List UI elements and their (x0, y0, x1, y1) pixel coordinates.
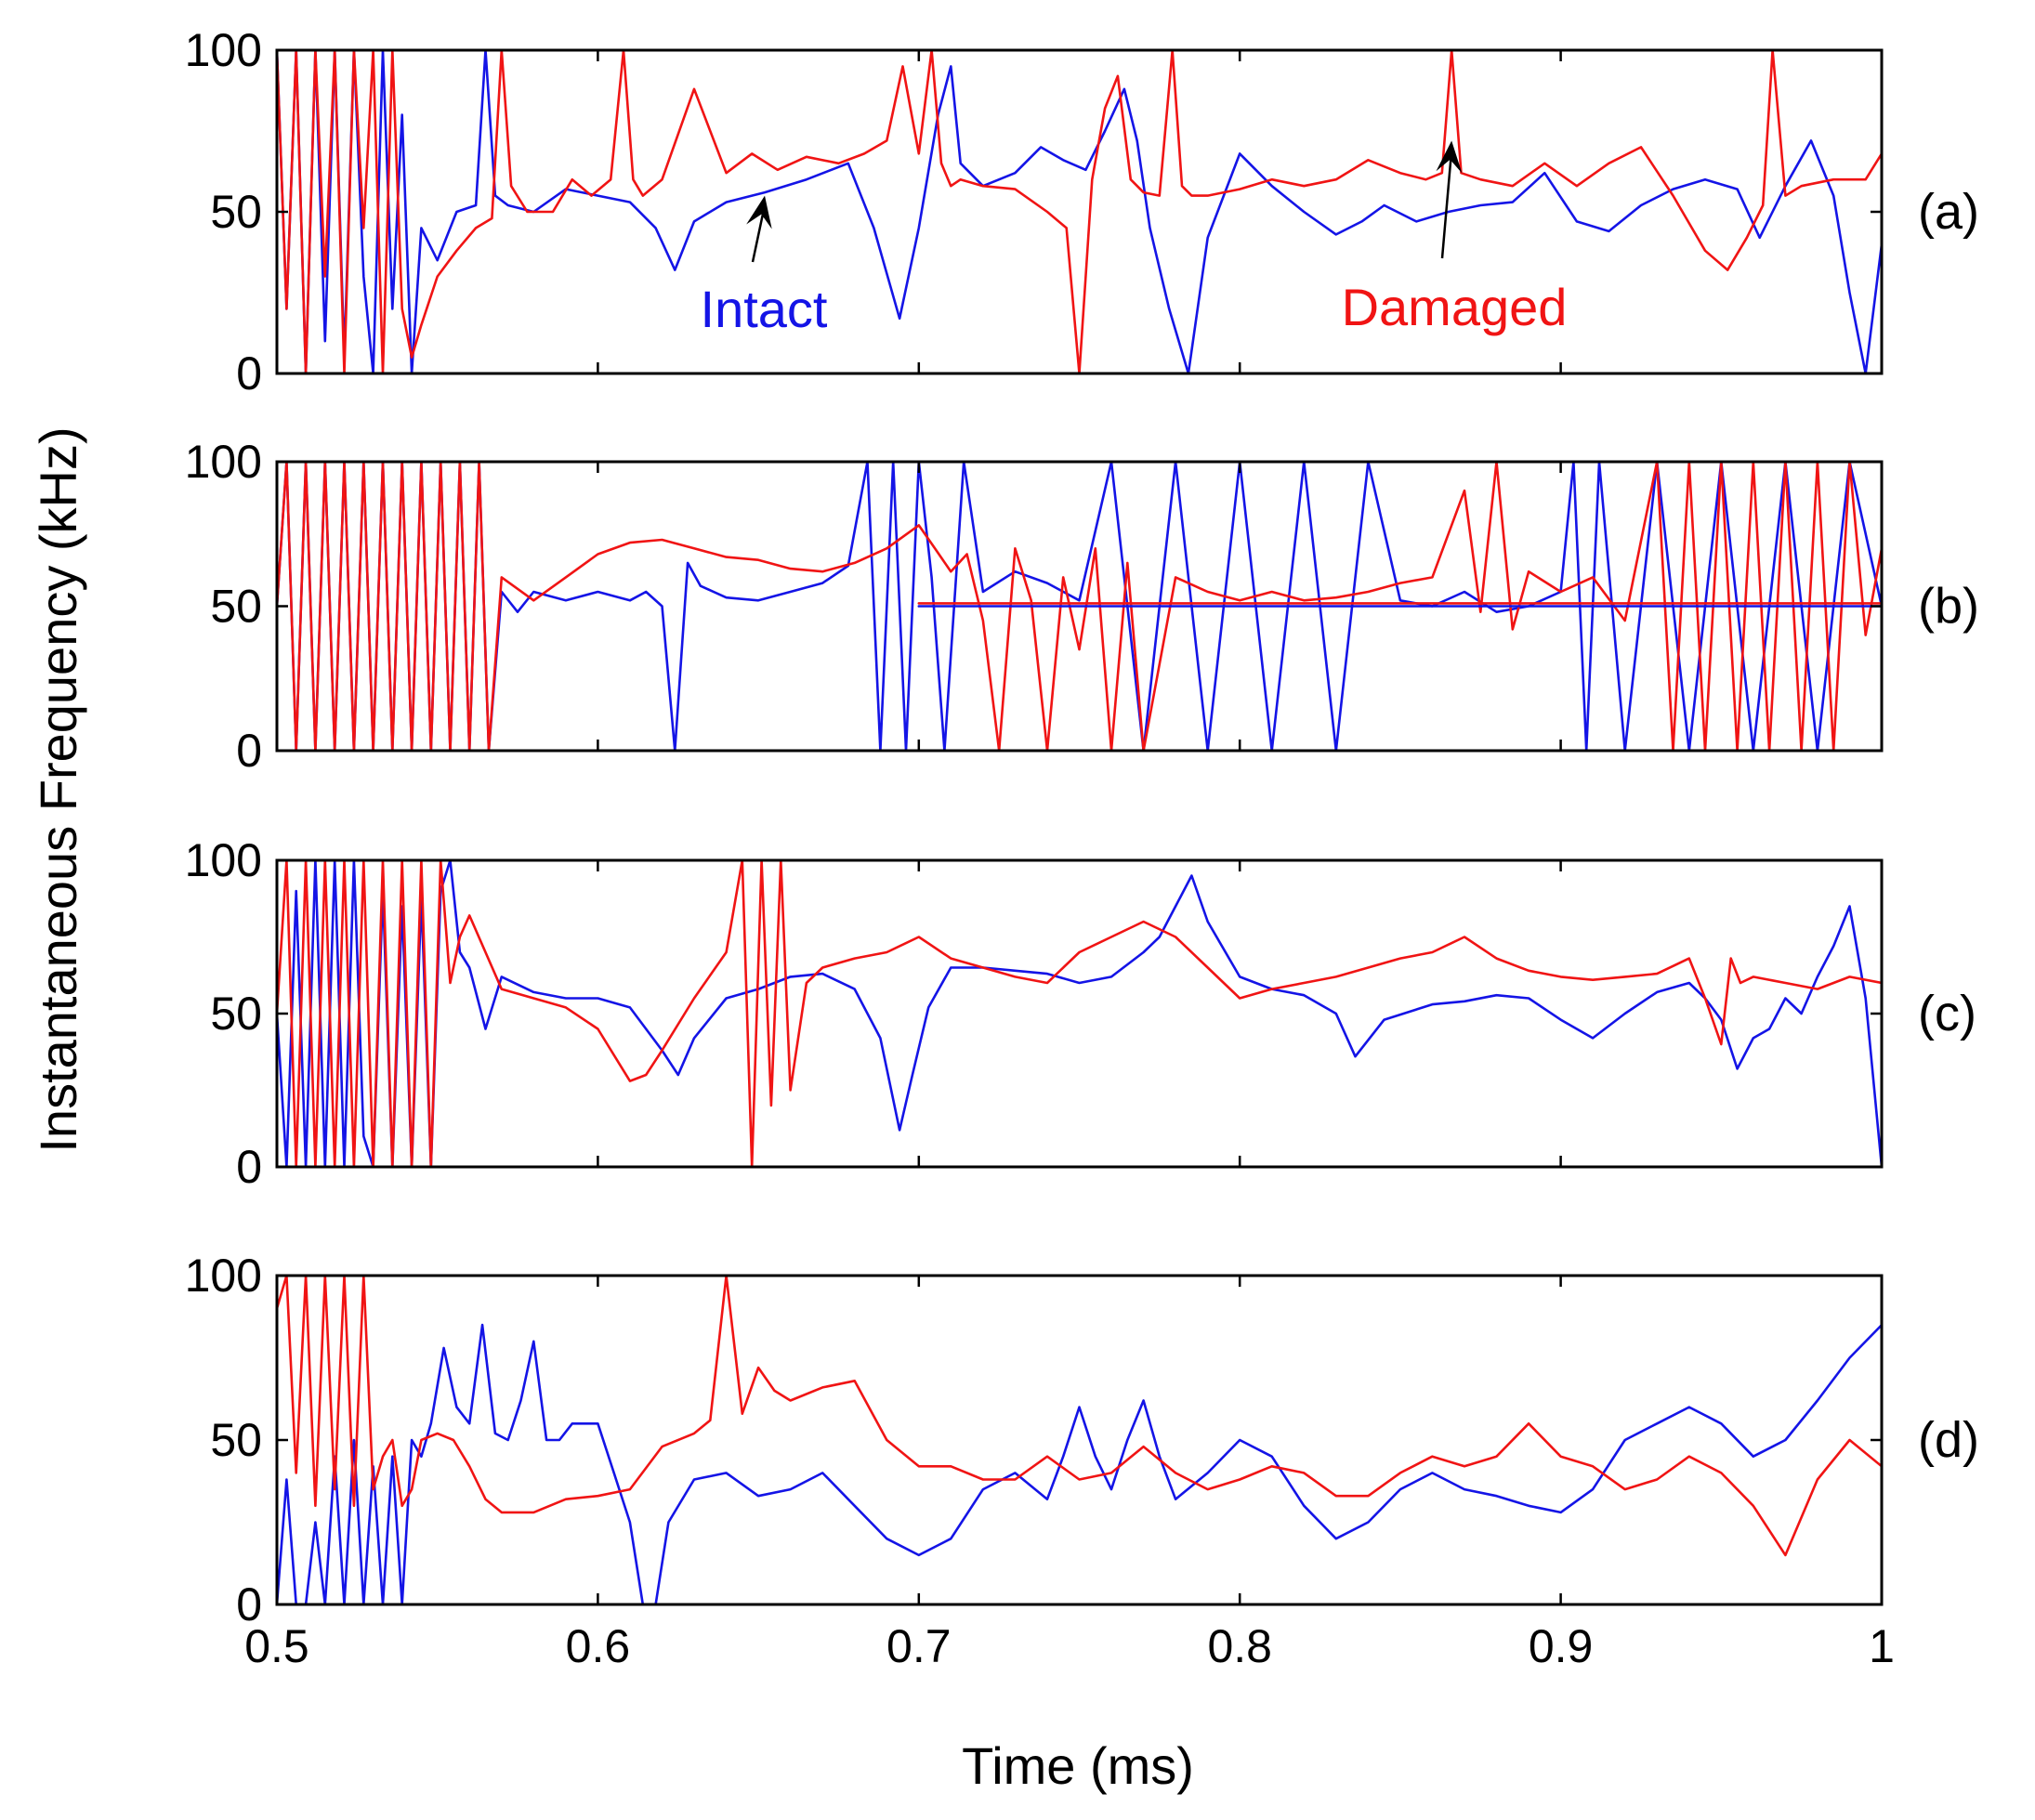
y-tick-label: 50 (210, 186, 262, 238)
series-intact (277, 858, 1882, 1169)
panel-tag: (d) (1918, 1412, 1979, 1468)
x-tick-label: 0.6 (566, 1620, 631, 1672)
y-tick-label: 100 (185, 24, 262, 76)
x-axis-title: Time (ms) (962, 1736, 1194, 1795)
series-group (277, 1274, 1882, 1606)
panel-tag: (c) (1918, 986, 1976, 1041)
series-damaged (277, 858, 1882, 1169)
x-tick-label: 0.7 (886, 1620, 952, 1672)
x-tick-label: 0.9 (1529, 1620, 1594, 1672)
x-tick-label: 0.8 (1207, 1620, 1272, 1672)
y-tick-label: 100 (185, 1250, 262, 1302)
plot-frame (275, 48, 1884, 375)
x-tick-label: 1 (1869, 1620, 1895, 1672)
series-damaged (277, 48, 1882, 375)
y-tick-label: 0 (236, 347, 262, 399)
annotation-arrow-head (746, 195, 772, 229)
annotation-damaged: Damaged (1342, 278, 1568, 336)
y-tick-label: 50 (210, 1414, 262, 1466)
series-group (277, 858, 1882, 1169)
y-tick-label: 50 (210, 581, 262, 633)
series-intact (277, 1323, 1882, 1606)
series-group (277, 460, 1882, 753)
series-group (277, 48, 1882, 375)
annotation-arrow-head (1436, 140, 1463, 174)
annotation-arrow-shaft (1440, 150, 1453, 259)
y-tick-label: 0 (236, 1578, 262, 1630)
plot-frame (275, 1274, 1884, 1606)
series-damaged (277, 1274, 1882, 1557)
panel-a: 0 50 100 (a) Intact Damaged (185, 24, 1979, 399)
y-tick-label: 100 (185, 436, 262, 488)
y-tick-label: 100 (185, 834, 262, 886)
y-tick-label: 50 (210, 988, 262, 1040)
panel-d: 0 50 100 (d) 0.5 0.6 0.7 0.8 0.9 1 (185, 1250, 1979, 1672)
panel-tag: (a) (1918, 184, 1979, 240)
panels: 0 50 100 (a) Intact Damaged 0 50 100 (b) 0 50 100 (c)… (185, 24, 1979, 1672)
panel-c: 0 50 100 (c) (185, 834, 1976, 1193)
x-tick-label: 0.5 (244, 1620, 309, 1672)
plot-frame (275, 858, 1884, 1169)
y-tick-label: 0 (236, 1141, 262, 1193)
panel-tag: (b) (1918, 579, 1979, 635)
series-intact (277, 48, 1882, 375)
annotation-intact: Intact (701, 280, 828, 338)
panel-b: 0 50 100 (b) (185, 436, 1979, 777)
y-axis-title: Instantaneous Frequency (kHz) (29, 426, 87, 1152)
y-tick-label: 0 (236, 725, 262, 777)
